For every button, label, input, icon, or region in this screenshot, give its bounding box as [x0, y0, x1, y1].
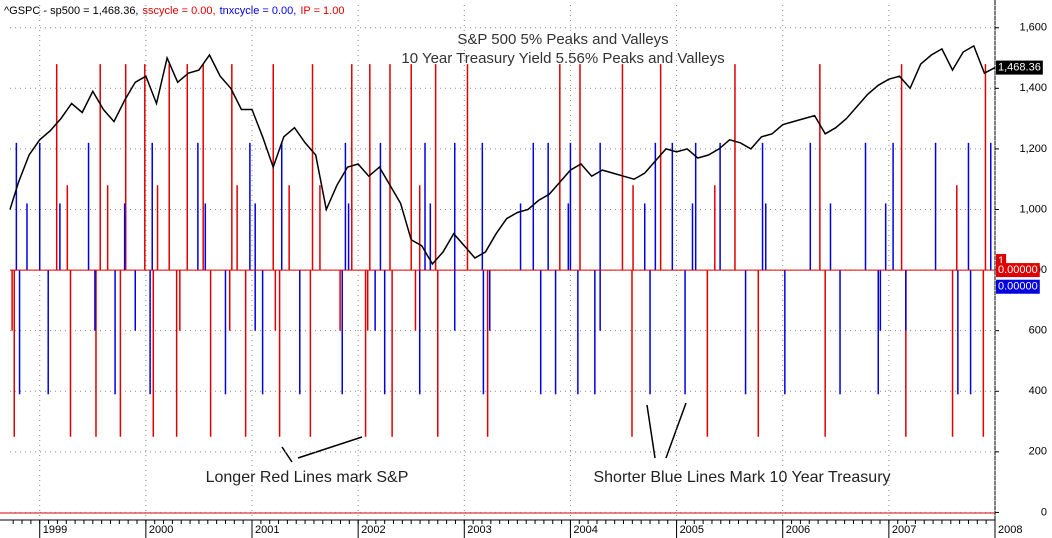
x-tick-label: 2001	[255, 524, 279, 536]
x-tick-label: 2000	[149, 524, 173, 536]
x-tick-label: 2006	[786, 524, 810, 536]
chart-title: S&P 500 5% Peaks and Valleys	[457, 31, 668, 48]
last-value-box	[996, 263, 1040, 278]
y-tick-label: 400	[1029, 385, 1047, 397]
x-tick-label: 2003	[467, 524, 491, 536]
last-value-label: 0.00000	[998, 264, 1038, 276]
y-tick-label: 1,400	[1019, 82, 1047, 94]
last-value-box	[996, 60, 1043, 75]
header-item: ^GSPC - sp500 = 1,468.36,	[4, 5, 139, 17]
x-tick-label: 2007	[892, 524, 916, 536]
y-tick-label: 1,600	[1019, 22, 1047, 34]
annotation: Longer Red Lines mark S&P	[206, 469, 409, 486]
pointer	[297, 436, 363, 459]
x-tick-label: 2005	[680, 524, 704, 536]
x-tick-label: 2004	[573, 524, 597, 536]
last-value-box	[996, 279, 1040, 294]
last-value-label: 1	[998, 255, 1004, 267]
header-item: IP = 1.00	[300, 5, 344, 17]
pointer	[646, 404, 656, 459]
y-tick-label: 0	[1041, 506, 1047, 518]
x-tick-label: 1999	[43, 524, 67, 536]
last-value-label: 0.00000	[998, 281, 1038, 293]
header-item: tnxcycle = 0.00,	[220, 5, 297, 17]
header-item: sscycle = 0.00,	[143, 5, 216, 17]
y-tick-label: 1,200	[1019, 143, 1047, 155]
price-line	[9, 44, 996, 266]
chart-subtitle: 10 Year Treasury Yield 5.56% Peaks and V…	[401, 50, 724, 67]
y-tick-label: 200	[1029, 446, 1047, 458]
y-tick-label: 600	[1029, 325, 1047, 337]
y-tick-label: 1,000	[1019, 203, 1047, 215]
pointer	[281, 446, 293, 463]
last-value-box	[996, 253, 1007, 268]
x-tick-label: 2008	[998, 524, 1022, 536]
pointer	[665, 402, 687, 459]
last-value-label: 1,468.36	[998, 62, 1041, 74]
x-tick-label: 2002	[361, 524, 385, 536]
annotation: Shorter Blue Lines Mark 10 Year Treasury	[593, 469, 890, 486]
